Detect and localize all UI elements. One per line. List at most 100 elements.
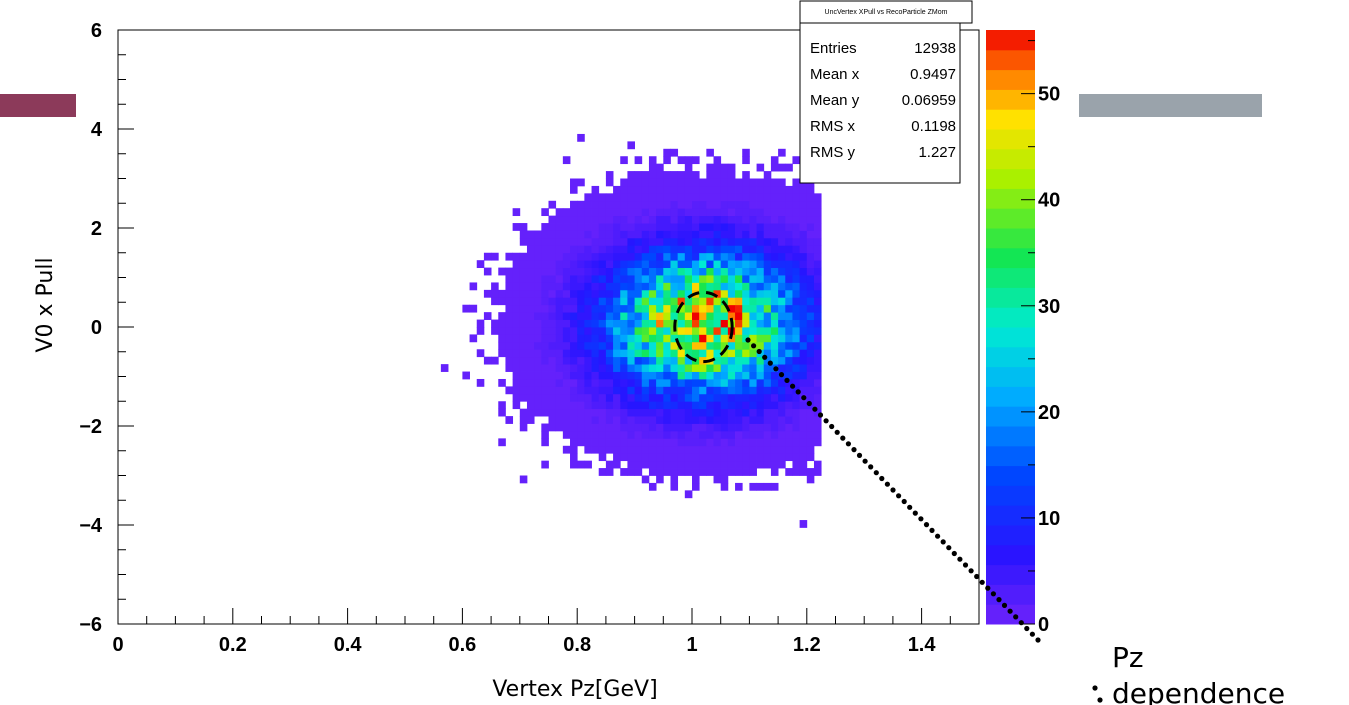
histogram-bin <box>749 482 757 491</box>
histogram-bin <box>598 356 607 365</box>
histogram-bin <box>713 319 722 328</box>
histogram-bin <box>677 185 686 194</box>
histogram-bin <box>634 215 643 224</box>
histogram-bin <box>735 371 743 380</box>
histogram-bin <box>749 282 757 291</box>
histogram-bin <box>598 252 607 261</box>
histogram-bin <box>641 364 650 372</box>
x-tick-label: 1 <box>686 634 697 656</box>
histogram-bin <box>634 408 643 417</box>
histogram-bin <box>656 289 664 298</box>
histogram-bin <box>763 260 772 269</box>
histogram-bin <box>778 453 786 462</box>
histogram-bin <box>519 475 528 484</box>
histogram-bin <box>720 200 729 209</box>
histogram-bin <box>684 327 693 335</box>
histogram-bin <box>677 327 686 335</box>
histogram-bin <box>813 371 822 380</box>
y-tick-label: 2 <box>91 218 102 240</box>
histogram-bin <box>727 252 736 261</box>
histogram-bin <box>505 252 514 261</box>
histogram-bin <box>677 408 686 417</box>
histogram-bin <box>770 423 779 432</box>
pointer-dot <box>974 573 980 580</box>
histogram-bin <box>677 364 686 372</box>
histogram-bin <box>598 386 607 395</box>
histogram-bin <box>792 260 801 269</box>
histogram-bin <box>684 200 693 209</box>
histogram-bin <box>605 438 614 447</box>
histogram-bin <box>684 245 693 254</box>
histogram-bin <box>727 453 736 462</box>
histogram-bin <box>720 445 729 454</box>
histogram-bin <box>756 297 765 306</box>
histogram-bin <box>813 378 822 387</box>
histogram-bin <box>555 312 564 320</box>
histogram-bin <box>605 371 614 380</box>
histogram-bin <box>727 416 736 424</box>
histogram-bin <box>469 282 478 291</box>
histogram-bin <box>706 445 714 454</box>
histogram-bin <box>770 230 779 239</box>
histogram-bin <box>770 356 779 365</box>
histogram-bin <box>534 297 542 306</box>
histogram-bin <box>584 260 592 269</box>
histogram-bin <box>534 275 542 283</box>
histogram-bin <box>634 423 643 432</box>
histogram-bin <box>692 378 700 387</box>
histogram-bin <box>677 341 686 350</box>
histogram-bin <box>663 393 671 402</box>
histogram-bin <box>792 304 801 313</box>
histogram-bin <box>677 438 686 447</box>
histogram-bin <box>526 349 535 358</box>
histogram-bin <box>778 223 786 231</box>
histogram-bin <box>670 282 679 291</box>
histogram-bin <box>591 230 600 239</box>
histogram-bin <box>742 460 750 469</box>
histogram-bin <box>570 200 578 209</box>
histogram-bin <box>778 401 786 410</box>
histogram-bin <box>555 260 564 269</box>
histogram-bin <box>785 430 793 439</box>
histogram-bin <box>620 401 628 410</box>
histogram-bin <box>677 289 686 298</box>
histogram-bin <box>641 289 650 298</box>
histogram-bin <box>491 356 499 365</box>
histogram-bin <box>526 252 535 261</box>
histogram-bin <box>813 223 822 231</box>
histogram-bin <box>476 378 485 387</box>
histogram-bin <box>627 171 635 179</box>
histogram-bin <box>656 327 664 335</box>
histogram-bin <box>584 267 592 276</box>
histogram-bin <box>684 356 693 365</box>
histogram-bin <box>548 364 557 372</box>
histogram-bin <box>469 304 478 313</box>
histogram-bin <box>663 200 671 209</box>
histogram-bin <box>763 319 772 328</box>
histogram-bin <box>605 230 614 239</box>
histogram-bin <box>699 334 707 343</box>
histogram-bin <box>813 401 822 410</box>
histogram-bin <box>462 371 470 380</box>
histogram-bin <box>613 341 621 350</box>
histogram-bin <box>577 430 585 439</box>
histogram-bin <box>699 230 707 239</box>
histogram-bin <box>541 423 549 432</box>
histogram-bin <box>763 482 772 491</box>
histogram-bin <box>677 252 686 261</box>
histogram-bin <box>627 371 635 380</box>
histogram-bin <box>692 200 700 209</box>
histogram-bin <box>498 349 506 358</box>
histogram-bin <box>720 460 729 469</box>
histogram-bin <box>634 341 643 350</box>
histogram-bin <box>713 445 722 454</box>
histogram-bin <box>577 393 585 402</box>
histogram-bin <box>792 393 801 402</box>
histogram-bin <box>770 349 779 358</box>
pointer-dot <box>1013 614 1019 620</box>
histogram-bin <box>785 193 793 202</box>
histogram-bin <box>534 260 542 269</box>
histogram-bin <box>684 267 693 276</box>
histogram-bin <box>648 430 657 439</box>
histogram-bin <box>770 267 779 276</box>
